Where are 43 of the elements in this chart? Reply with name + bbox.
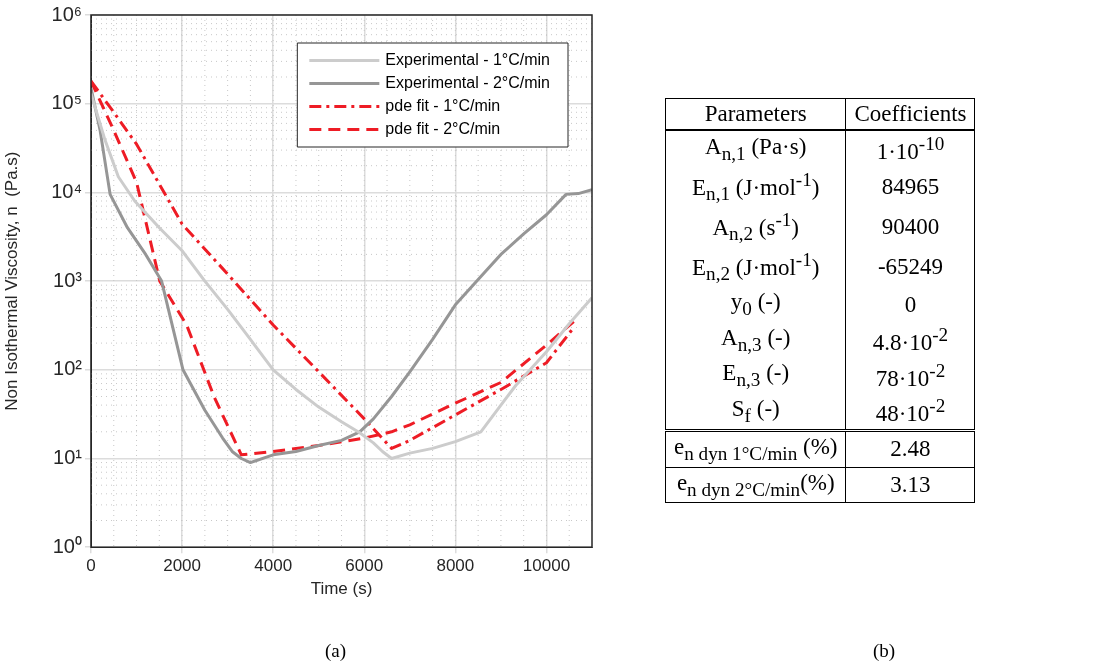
- x-tick-label: 6000: [345, 556, 384, 576]
- x-tick-label: 0: [86, 556, 96, 576]
- text: 78·10$^{-2}$: [845, 357, 975, 394]
- text: Parameters: [665, 98, 846, 130]
- text: 3.13: [845, 467, 975, 503]
- text: A$_{n,1}$ (Pa·s): [665, 130, 846, 167]
- y-tick-label: 10⁶: [51, 2, 82, 25]
- legend-label: pde fit - 2°C/min: [385, 119, 501, 137]
- text: 90400: [845, 206, 975, 248]
- y-tick-label: 10¹: [53, 446, 83, 469]
- text: e$_{n dyn 2°C/min}$(%): [665, 467, 846, 503]
- legend-label: Experimental - 1°C/min: [385, 50, 550, 68]
- text: 4.8·10$^{-2}$: [845, 322, 975, 358]
- text: (a): [325, 640, 347, 662]
- legend-label: pde fit - 1°C/min: [385, 96, 501, 114]
- text: E$_{n,3}$ (-): [665, 357, 846, 394]
- y-tick-label: 10³: [53, 268, 83, 291]
- x-tick-label: 8000: [436, 556, 475, 576]
- text: e$_{n dyn 1°C/min}$ (%): [665, 430, 846, 468]
- text: E$_{n,2}$ (J·mol$^{-1}$): [665, 247, 846, 288]
- text: A$_{n,3}$ (-): [665, 322, 846, 358]
- text: y$_{0}$ (-): [665, 287, 846, 322]
- x-tick-label: 4000: [254, 556, 293, 576]
- x-tick-label: 2000: [163, 556, 201, 576]
- x-axis-title: Time (s): [310, 579, 373, 599]
- text: 2.48: [845, 430, 975, 468]
- text: E$_{n,1}$ (J·mol$^{-1}$): [665, 166, 846, 207]
- text: Coefficients: [845, 98, 975, 130]
- text: S$_{f}$ (-): [665, 393, 846, 431]
- y-axis-title: Non Isothermal Viscosity, n (Pa.s): [1, 151, 21, 411]
- x-tick-label: 10000: [522, 556, 571, 576]
- y-tick-label: 10²: [53, 357, 83, 380]
- text: A$_{n,2}$ (s$^{-1}$): [665, 206, 846, 248]
- legend-label: Experimental - 2°C/min: [385, 73, 550, 91]
- y-tick-label: 10⁰: [52, 534, 82, 557]
- text: 48·10$^{-2}$: [845, 393, 975, 431]
- text: -65249: [845, 247, 975, 288]
- text: 0: [845, 287, 975, 322]
- text: 84965: [845, 166, 975, 207]
- y-tick-label: 10⁴: [51, 179, 82, 202]
- text: 1·10$^{-10}$: [845, 130, 975, 167]
- text: (b): [873, 640, 896, 662]
- y-tick-label: 10⁵: [51, 91, 82, 114]
